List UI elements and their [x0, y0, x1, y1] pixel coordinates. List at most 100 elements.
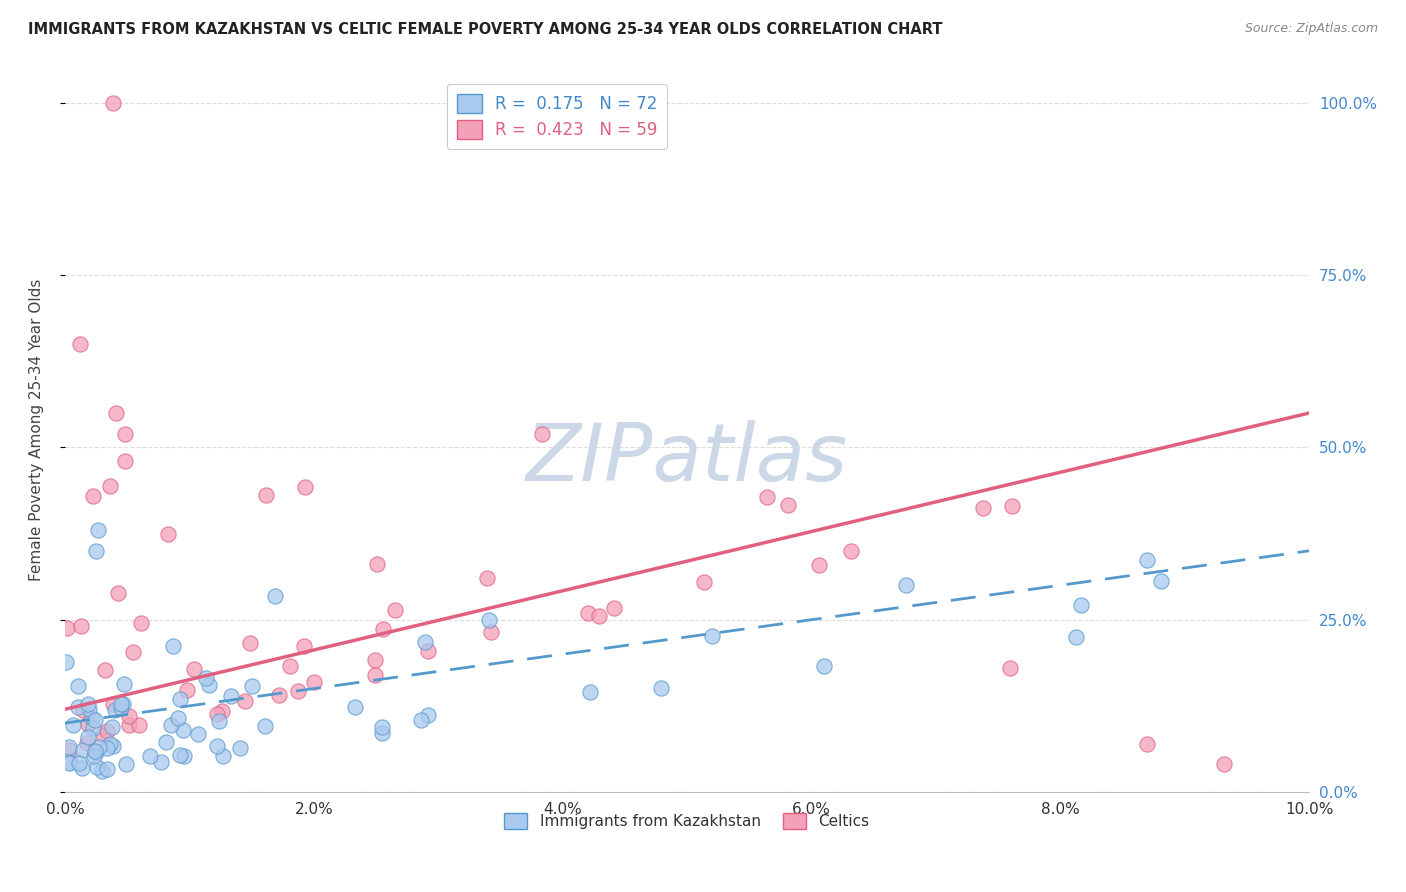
Point — [96, 740, 118, 755]
Point — [756, 490, 779, 504]
Point — [107, 585, 129, 599]
Point — [100, 720, 122, 734]
Point — [229, 741, 252, 756]
Point — [256, 488, 278, 502]
Point — [87, 739, 110, 754]
Point — [77, 716, 100, 731]
Point — [118, 718, 141, 732]
Point — [1136, 737, 1159, 751]
Point — [91, 728, 114, 742]
Point — [58, 742, 80, 756]
Point — [91, 764, 114, 779]
Point — [267, 688, 290, 702]
Point — [111, 697, 134, 711]
Text: IMMIGRANTS FROM KAZAKHSTAN VS CELTIC FEMALE POVERTY AMONG 25-34 YEAR OLDS CORREL: IMMIGRANTS FROM KAZAKHSTAN VS CELTIC FEM… — [28, 22, 942, 37]
Point — [83, 713, 105, 727]
Point — [122, 645, 145, 659]
Point — [778, 498, 800, 512]
Point — [128, 718, 150, 732]
Legend: Immigrants from Kazakhstan, Celtics: Immigrants from Kazakhstan, Celtics — [498, 806, 876, 835]
Point — [1213, 757, 1236, 772]
Point — [172, 723, 194, 737]
Point — [1070, 598, 1092, 612]
Point — [155, 734, 177, 748]
Point — [478, 613, 501, 627]
Point — [371, 622, 394, 636]
Point — [114, 454, 136, 468]
Point — [650, 681, 672, 695]
Point — [103, 739, 125, 753]
Point — [205, 739, 228, 754]
Point — [972, 501, 994, 516]
Point — [94, 664, 117, 678]
Point — [211, 704, 233, 718]
Point — [138, 749, 160, 764]
Point — [72, 703, 94, 717]
Point — [173, 749, 195, 764]
Point — [208, 714, 231, 729]
Point — [86, 760, 108, 774]
Point — [205, 706, 228, 721]
Point — [1136, 553, 1159, 567]
Point — [693, 575, 716, 590]
Point — [169, 747, 191, 762]
Point — [603, 601, 626, 615]
Point — [176, 682, 198, 697]
Point — [700, 629, 723, 643]
Point — [160, 718, 183, 732]
Point — [69, 619, 91, 633]
Point — [998, 661, 1021, 675]
Point — [84, 544, 107, 558]
Point — [588, 609, 610, 624]
Point — [579, 685, 602, 699]
Point — [413, 635, 436, 649]
Point — [169, 692, 191, 706]
Point — [416, 707, 439, 722]
Point — [101, 697, 124, 711]
Point — [129, 615, 152, 630]
Point — [576, 606, 599, 620]
Point — [76, 697, 98, 711]
Point — [263, 590, 285, 604]
Point — [84, 745, 107, 759]
Point — [105, 406, 128, 420]
Point — [416, 643, 439, 657]
Point — [112, 677, 135, 691]
Point — [278, 658, 301, 673]
Point — [118, 708, 141, 723]
Text: Source: ZipAtlas.com: Source: ZipAtlas.com — [1244, 22, 1378, 36]
Point — [1066, 630, 1088, 644]
Point — [87, 523, 110, 537]
Point — [82, 721, 104, 735]
Point — [287, 683, 309, 698]
Point — [114, 426, 136, 441]
Point — [104, 703, 127, 717]
Point — [82, 711, 104, 725]
Point — [82, 489, 104, 503]
Point — [103, 95, 125, 110]
Point — [839, 544, 862, 558]
Point — [343, 699, 366, 714]
Point — [302, 675, 325, 690]
Point — [211, 749, 233, 764]
Point — [67, 756, 90, 770]
Point — [294, 480, 316, 494]
Point — [240, 679, 263, 693]
Point — [167, 711, 190, 725]
Point — [371, 720, 394, 734]
Point — [479, 624, 502, 639]
Point — [77, 702, 100, 716]
Point — [195, 671, 218, 685]
Point — [531, 426, 554, 441]
Point — [894, 577, 917, 591]
Point — [70, 761, 93, 775]
Point — [69, 337, 91, 351]
Point — [77, 730, 100, 744]
Point — [83, 748, 105, 763]
Point — [813, 658, 835, 673]
Point — [150, 756, 173, 770]
Point — [72, 743, 94, 757]
Point — [370, 726, 392, 740]
Point — [807, 558, 830, 573]
Text: ZIPatlas: ZIPatlas — [526, 420, 848, 498]
